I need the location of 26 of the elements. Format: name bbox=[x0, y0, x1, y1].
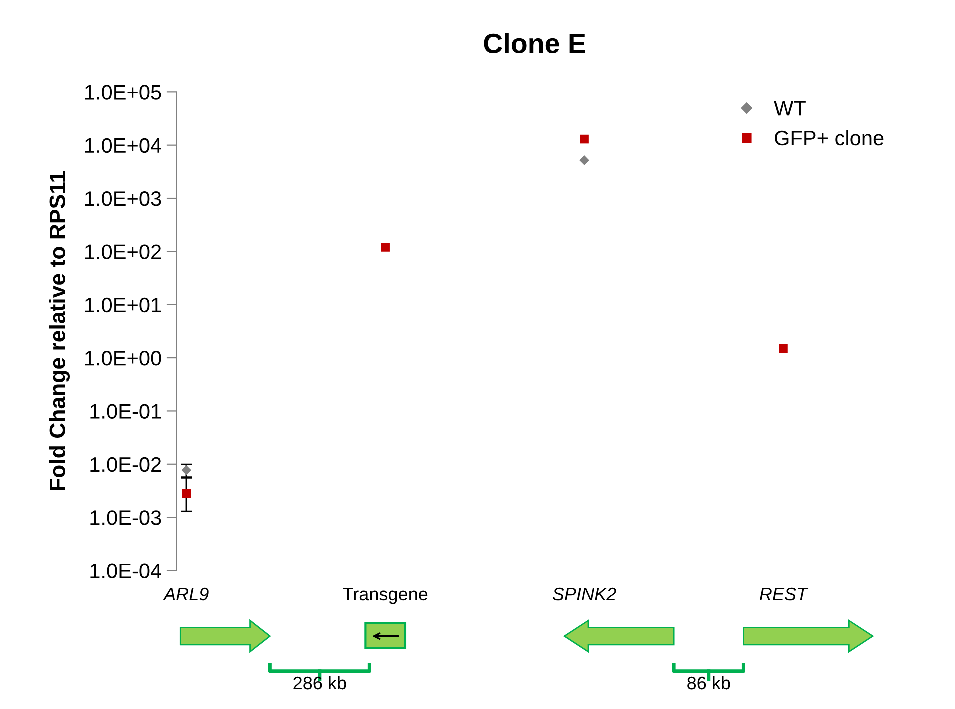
y-tick-label: 1.0E-03 bbox=[90, 510, 162, 526]
point bbox=[580, 156, 590, 166]
y-tick-label: 1.0E+00 bbox=[85, 351, 162, 366]
point bbox=[381, 243, 390, 252]
y-tick-label: 1.0E-02 bbox=[90, 457, 162, 472]
y-axis-title: Fold Change relative to RPS11 bbox=[49, 172, 70, 490]
y-tick-label: 1.0E-04 bbox=[90, 564, 162, 578]
y-tick-label: 1.0E+01 bbox=[85, 298, 162, 313]
x-tick-label: Transgene bbox=[343, 588, 428, 604]
chart-title: Clone E bbox=[484, 33, 586, 54]
text: 286 kb bbox=[294, 676, 346, 690]
legend-label: GFP+ clone bbox=[775, 130, 884, 146]
y-tick-label: 1.0E+03 bbox=[85, 192, 162, 206]
text: 86 kb bbox=[688, 676, 730, 690]
y-tick-label: 1.0E-01 bbox=[90, 404, 162, 419]
y-tick-label: 1.0E+05 bbox=[85, 85, 162, 100]
x-tick-label: REST bbox=[760, 588, 809, 601]
y-tick-label: 1.0E+02 bbox=[85, 244, 162, 260]
point bbox=[779, 344, 788, 354]
y-tick-label: 1.0E+04 bbox=[85, 138, 162, 154]
point bbox=[580, 134, 589, 144]
point bbox=[182, 466, 192, 476]
x-tick-label: SPINK2 bbox=[552, 588, 616, 601]
x-tick-label: ARL9 bbox=[163, 588, 209, 601]
point bbox=[182, 489, 192, 498]
legend-label: WT bbox=[774, 101, 806, 116]
